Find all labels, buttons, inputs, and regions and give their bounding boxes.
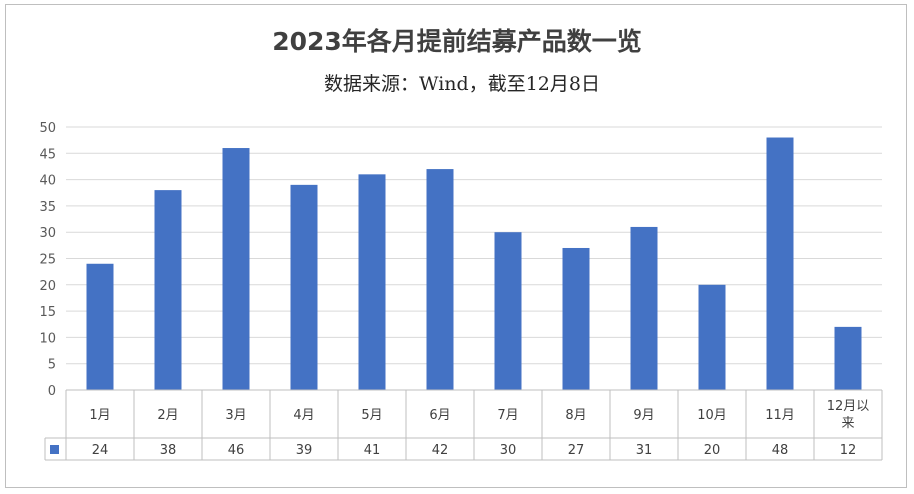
category-label: 11月 — [765, 408, 795, 423]
category-label: 2月 — [157, 408, 178, 423]
y-axis-ticks: 0 5 10 15 20 25 30 35 40 45 50 — [39, 121, 56, 399]
bar — [630, 226, 658, 390]
y-tick-label: 15 — [39, 305, 56, 320]
bar — [562, 247, 590, 390]
category-label: 来 — [841, 416, 854, 431]
category-label: 5月 — [361, 408, 382, 423]
category-label: 6月 — [429, 408, 450, 423]
y-tick-label: 30 — [39, 226, 56, 241]
category-label: 10月 — [697, 408, 727, 423]
data-value-label: 20 — [704, 443, 721, 458]
category-label: 12月以 — [827, 399, 870, 414]
bars — [86, 137, 862, 390]
y-tick-label: 40 — [39, 174, 56, 189]
category-label: 7月 — [497, 408, 518, 423]
category-label: 8月 — [565, 408, 586, 423]
chart-subtitle: 数据来源：Wind，截至12月8日 — [324, 73, 600, 95]
data-value-label: 24 — [92, 443, 109, 458]
bar — [222, 148, 250, 390]
data-value-label: 30 — [500, 443, 517, 458]
data-value-label: 27 — [568, 443, 585, 458]
data-value-label: 42 — [432, 443, 449, 458]
legend-key-swatch — [50, 445, 59, 454]
data-value-label: 39 — [296, 443, 313, 458]
data-value-label: 41 — [364, 443, 381, 458]
bar — [154, 190, 182, 390]
data-table: 1月 24 2月 38 3月 46 4月 39 5月 41 6月 42 7月 30 8月 27 9月 31 10月 2… — [44, 389, 883, 461]
category-label: 9月 — [633, 408, 654, 423]
bar — [86, 263, 114, 390]
y-tick-label: 5 — [48, 358, 56, 373]
chart-title: 2023年各月提前结募产品数一览 — [272, 27, 642, 56]
bar — [426, 169, 454, 390]
gridlines — [66, 126, 882, 365]
data-value-label: 38 — [160, 443, 177, 458]
data-value-label: 46 — [228, 443, 245, 458]
y-tick-label: 20 — [39, 279, 56, 294]
bar — [290, 184, 318, 390]
data-value-label: 12 — [840, 443, 857, 458]
bar — [766, 137, 794, 390]
y-tick-label: 50 — [39, 121, 56, 136]
category-label: 4月 — [293, 408, 314, 423]
y-tick-label: 25 — [39, 253, 56, 268]
y-tick-label: 10 — [39, 331, 56, 346]
y-tick-label: 35 — [39, 200, 56, 215]
category-label: 3月 — [225, 408, 246, 423]
bar — [494, 232, 522, 390]
data-value-label: 31 — [636, 443, 653, 458]
bar — [698, 284, 726, 390]
y-tick-label: 45 — [39, 147, 56, 162]
category-label: 1月 — [89, 408, 110, 423]
y-tick-label: 0 — [48, 384, 56, 399]
bar — [834, 326, 862, 390]
bar — [358, 174, 386, 390]
data-value-label: 48 — [772, 443, 789, 458]
